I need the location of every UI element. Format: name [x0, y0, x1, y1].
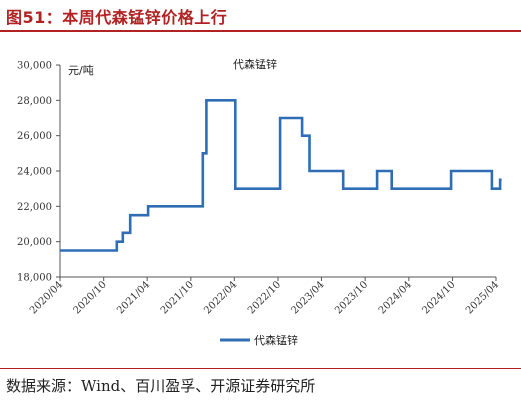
x-tick-label: 2021/04 [115, 279, 152, 316]
y-axis-unit: 元/吨 [68, 64, 94, 77]
x-tick-label: 2020/04 [28, 279, 65, 316]
source-rule [0, 368, 521, 369]
x-tick-label: 2023/04 [289, 279, 326, 316]
chart-axes [59, 65, 496, 278]
price-chart: 18,000 20,000 22,000 24,000 26,000 28,000 30,0… [17, 57, 502, 347]
legend-label: 代森锰锌 [254, 333, 298, 347]
x-tick-label: 2024/10 [421, 279, 458, 316]
x-tick-label: 2022/10 [246, 279, 283, 316]
figure-title: 图51：本周代森锰锌价格上行 [6, 8, 228, 27]
title-rule [0, 30, 521, 32]
x-tick-label: 2023/10 [333, 279, 370, 316]
y-tick-label: 30,000 [17, 61, 52, 72]
x-tick-label: 2021/10 [159, 279, 196, 316]
x-tick-label: 2024/04 [377, 279, 414, 316]
chart-legend: 代森锰锌 [220, 333, 298, 347]
y-tick-label: 18,000 [17, 273, 52, 284]
chart-series [60, 99, 502, 252]
y-tick-label: 24,000 [17, 167, 52, 178]
x-tick-label: 2020/10 [72, 279, 109, 316]
source-note: 数据来源：Wind、百川盈孚、开源证券研究所 [6, 377, 316, 395]
x-tick-label: 2022/04 [202, 279, 239, 316]
x-tick-label: 2025/04 [464, 279, 501, 316]
y-tick-label: 20,000 [17, 237, 52, 248]
chart-title: 代森锰锌 [233, 57, 277, 71]
y-tick-label: 26,000 [17, 131, 52, 142]
y-tick-label: 28,000 [17, 96, 52, 107]
y-tick-label: 22,000 [17, 202, 52, 213]
series-line [60, 99, 502, 252]
